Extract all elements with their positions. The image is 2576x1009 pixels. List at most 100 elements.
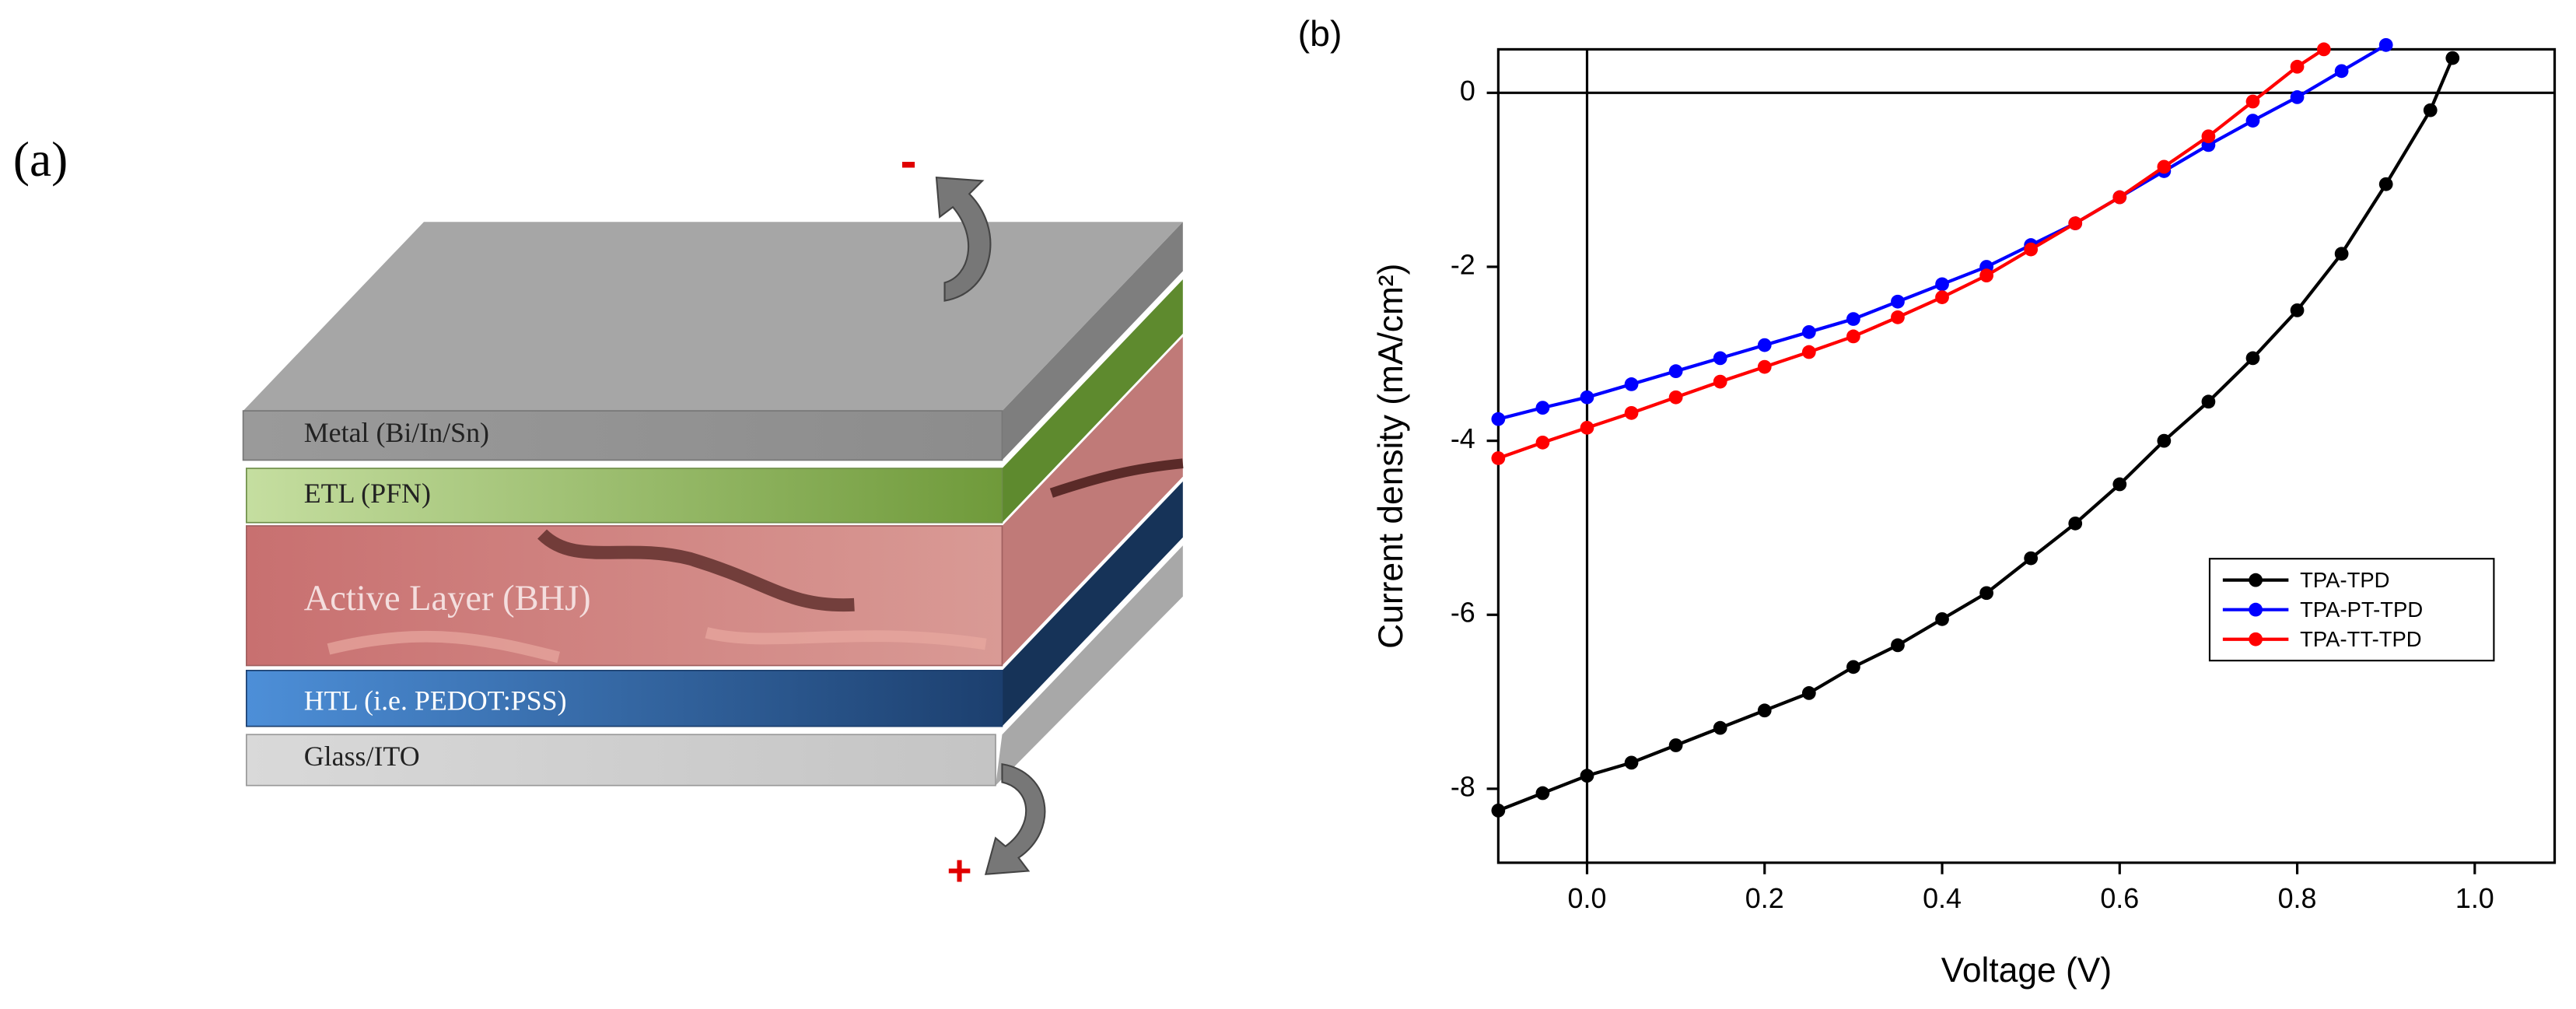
- y-tick-label: 0: [1460, 75, 1475, 107]
- y-tick-label: -6: [1451, 597, 1475, 629]
- data-point: [1535, 401, 1550, 415]
- x-tick-label: 0.0: [1568, 883, 1607, 914]
- data-point: [1624, 405, 1639, 420]
- data-point: [2112, 190, 2127, 205]
- data-point: [1580, 420, 1594, 435]
- data-point: [1979, 586, 1993, 601]
- data-point: [1713, 720, 1727, 735]
- data-point: [1757, 703, 1772, 718]
- data-point: [1713, 351, 1727, 366]
- data-point: [2245, 114, 2260, 128]
- x-tick-label: 0.8: [2278, 883, 2317, 914]
- x-tick-label: 0.4: [1923, 883, 1962, 914]
- legend-label: TPA-TT-TPD: [2300, 627, 2421, 651]
- data-point: [2245, 351, 2260, 366]
- data-point: [1801, 686, 1816, 700]
- y-tick-label: -4: [1451, 423, 1475, 454]
- data-point: [1757, 359, 1772, 374]
- data-point: [1891, 294, 1905, 309]
- plot-frame: [1496, 47, 2557, 864]
- x-tick-label: 0.2: [1745, 883, 1784, 914]
- arrow-out: [935, 177, 992, 302]
- data-point: [1801, 324, 1816, 339]
- layer-label: ETL (PFN): [304, 478, 431, 509]
- data-point: [1624, 377, 1639, 391]
- domain: [327, 627, 987, 664]
- htl-front: [245, 669, 1003, 727]
- legend-marker: [2249, 632, 2263, 646]
- legend-label: TPA-PT-TPD: [2300, 597, 2423, 622]
- arrow-in: [984, 762, 1046, 875]
- y-tick-label: -8: [1451, 771, 1475, 802]
- data-point: [2445, 51, 2460, 65]
- data-point: [1580, 769, 1594, 783]
- plot: 0.0 0.2 0.4 0.6 0.8 1.0 -8 -6 -4 -2 0 Voltage (V) Cu…: [1372, 37, 2557, 990]
- data-point: [2334, 64, 2349, 79]
- data-point: [1624, 755, 1639, 770]
- data-point: [1491, 451, 1506, 465]
- data-point: [2068, 516, 2083, 531]
- data-point: [1491, 412, 1506, 426]
- x-axis-label: Voltage (V): [1941, 951, 2112, 990]
- data-point: [2290, 90, 2305, 104]
- data-point: [1891, 310, 1905, 324]
- data-point: [1935, 290, 1949, 304]
- metal-top: [243, 222, 1183, 412]
- data-point: [1979, 268, 1993, 283]
- panel-label: (a): [13, 132, 68, 187]
- data-point: [1535, 435, 1550, 450]
- layer-label: Glass/ITO: [304, 741, 420, 772]
- data-point: [2068, 216, 2083, 230]
- data-point: [1846, 660, 1860, 674]
- data-point: [2316, 42, 2331, 57]
- data-point: [2334, 247, 2349, 261]
- terminal-label: -: [901, 134, 917, 188]
- data-point: [1668, 738, 1683, 752]
- layer-label: HTL (i.e. PEDOT:PSS): [304, 685, 567, 716]
- y-tick-label: -2: [1451, 249, 1475, 280]
- data-point: [2378, 37, 2393, 52]
- terminal-label: +: [947, 846, 972, 895]
- layer-label: Metal (Bi/In/Sn): [304, 417, 489, 448]
- x-tick-label: 0.6: [2100, 883, 2139, 914]
- data-point: [1580, 390, 1594, 405]
- data-point: [2378, 177, 2393, 191]
- data-point: [1891, 638, 1905, 653]
- data-point: [2157, 433, 2172, 448]
- glass-front: [245, 734, 996, 787]
- data-point: [2112, 477, 2127, 492]
- data-point: [1757, 338, 1772, 352]
- data-point: [2245, 94, 2260, 109]
- data-point: [1491, 804, 1506, 818]
- glass-side: [996, 545, 1183, 786]
- data-point: [1801, 345, 1816, 359]
- data-point: [2024, 551, 2039, 566]
- data-point: [2290, 59, 2305, 74]
- active-side: [1002, 337, 1183, 666]
- data-point: [1846, 329, 1860, 344]
- domain: [537, 529, 855, 612]
- series-line: [1497, 47, 2325, 460]
- legend-marker: [2249, 602, 2263, 617]
- data-point: [2290, 303, 2305, 317]
- data-point: [1935, 277, 1949, 292]
- layer-label: Active Layer (BHJ): [304, 579, 591, 618]
- panel-label: (b): [1298, 13, 1342, 54]
- device-diagram: Metal (Bi/In/Sn) ETL (PFN) Active Layer …: [242, 134, 1184, 895]
- legend-marker: [2249, 573, 2263, 587]
- data-point: [1935, 611, 1949, 626]
- data-point: [1668, 390, 1683, 405]
- y-axis-label: Current density (mA/cm²): [1372, 264, 1410, 649]
- series-line: [1497, 57, 2455, 812]
- etl-front: [245, 468, 1003, 524]
- data-point: [1668, 364, 1683, 379]
- data-point: [2201, 394, 2216, 409]
- data-point: [1535, 786, 1550, 801]
- metal-side: [1002, 222, 1183, 461]
- data-point: [2423, 103, 2438, 117]
- x-tick-label: 1.0: [2455, 883, 2494, 914]
- etl-side: [1002, 279, 1183, 523]
- data-point: [1846, 312, 1860, 326]
- metal-front: [242, 410, 1003, 461]
- data-point: [2201, 129, 2216, 144]
